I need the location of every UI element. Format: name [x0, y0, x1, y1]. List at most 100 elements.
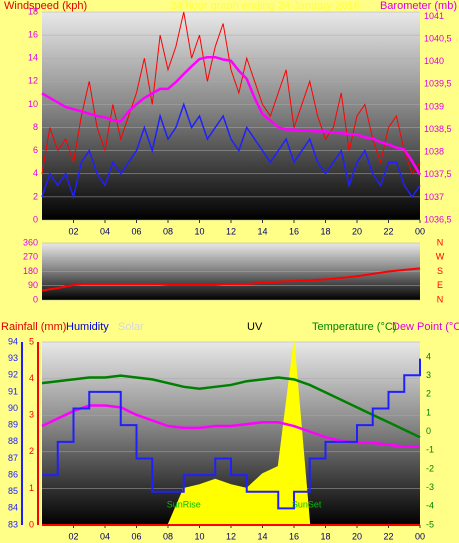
x-tick-label: 10: [194, 226, 204, 236]
annotation: SunSet: [292, 499, 322, 509]
tick-label: 1038,5: [424, 124, 452, 134]
tick-label: 1038: [424, 147, 444, 157]
tick-label: 12: [28, 76, 38, 86]
tick-label: S: [437, 266, 443, 276]
x-tick-label: 00: [415, 531, 425, 541]
tick-label: -1: [426, 445, 434, 455]
tick-label: 5: [29, 336, 34, 346]
tick-label: 1037,5: [424, 169, 452, 179]
x-tick-label: 06: [131, 531, 141, 541]
x-tick-label: 08: [163, 531, 173, 541]
tick-label: 1: [29, 483, 34, 493]
line: [41, 267, 421, 292]
baro-label: Barometer (mb): [380, 0, 457, 12]
tick-label: N: [437, 294, 444, 304]
tick-label: 2: [426, 389, 431, 399]
x-tick-label: 22: [383, 226, 393, 236]
chart-title: 24 hour graph ending 24 January 2016: [170, 0, 360, 12]
x-tick-label: 14: [257, 226, 267, 236]
tick-label: 4: [29, 373, 34, 383]
x-tick-label: 18: [320, 226, 330, 236]
tick-label: 14: [28, 53, 38, 63]
tick-label: -3: [426, 482, 434, 492]
tick-label: 270: [23, 252, 38, 262]
x-tick-label: 12: [226, 226, 236, 236]
x-tick-label: 12: [226, 531, 236, 541]
tick-label: 6: [33, 145, 38, 155]
x-tick-label: 08: [163, 226, 173, 236]
tick-label: -4: [426, 501, 434, 511]
tick-label: 2: [33, 191, 38, 201]
annotation: SunRise: [167, 499, 201, 509]
tick-label: 85: [8, 486, 18, 496]
x-tick-label: 14: [257, 531, 267, 541]
x-tick-label: 16: [289, 531, 299, 541]
tick-label: 1037: [424, 192, 444, 202]
wind-label: Windspeed (kph): [4, 0, 87, 12]
dewpoint-label: Dew Point (°C: [392, 321, 459, 333]
x-tick-label: 02: [68, 226, 78, 236]
tick-label: 8: [33, 122, 38, 132]
x-tick-label: 04: [100, 531, 110, 541]
tick-label: 83: [8, 519, 18, 529]
x-tick-label: 20: [352, 531, 362, 541]
tick-label: 10: [28, 99, 38, 109]
humidity-label: Humidity: [66, 321, 109, 333]
rain-label: Rainfall (mm): [1, 321, 66, 333]
tick-label: 3: [426, 370, 431, 380]
solar-label: Solar: [118, 321, 144, 333]
tick-label: 94: [8, 336, 18, 346]
tick-label: E: [437, 280, 443, 290]
tick-label: 89: [8, 420, 18, 430]
uv-label: UV: [247, 321, 263, 333]
tick-label: 360: [23, 237, 38, 247]
tick-label: 0: [426, 426, 431, 436]
tick-label: 1: [426, 407, 431, 417]
line: [41, 11, 421, 175]
x-tick-label: 18: [320, 531, 330, 541]
temperature-label: Temperature (°C): [312, 321, 396, 333]
tick-label: 2: [29, 446, 34, 456]
tick-label: 84: [8, 503, 18, 513]
line: [41, 102, 421, 200]
tick-label: 1040: [424, 56, 444, 66]
tick-label: 16: [28, 29, 38, 39]
tick-label: 88: [8, 436, 18, 446]
tick-label: 1039: [424, 101, 444, 111]
tick-label: 1041: [424, 11, 444, 21]
tick-label: 0: [29, 519, 34, 529]
x-tick-label: 20: [352, 226, 362, 236]
tick-label: 1036,5: [424, 214, 452, 224]
x-tick-label: 04: [100, 226, 110, 236]
line: [41, 374, 421, 439]
tick-label: 92: [8, 370, 18, 380]
tick-label: 93: [8, 353, 18, 363]
tick-label: 180: [23, 266, 38, 276]
tick-label: -2: [426, 463, 434, 473]
tick-label: W: [436, 252, 445, 262]
tick-label: N: [437, 237, 444, 247]
tick-label: 1039,5: [424, 79, 452, 89]
tick-label: 1040,5: [424, 34, 452, 44]
x-tick-label: 02: [68, 531, 78, 541]
tick-label: 91: [8, 386, 18, 396]
tick-label: 4: [426, 351, 431, 361]
x-tick-label: 00: [415, 226, 425, 236]
tick-label: 18: [28, 6, 38, 16]
line: [41, 55, 422, 176]
tick-label: 90: [8, 403, 18, 413]
step-line: [42, 358, 421, 510]
tick-label: 3: [29, 410, 34, 420]
line: [41, 404, 420, 448]
tick-label: 0: [33, 294, 38, 304]
x-tick-label: 10: [194, 531, 204, 541]
tick-label: 4: [33, 168, 38, 178]
tick-label: -5: [426, 519, 434, 529]
x-tick-label: 22: [383, 531, 393, 541]
tick-label: 90: [28, 280, 38, 290]
tick-label: 0: [33, 214, 38, 224]
x-tick-label: 06: [131, 226, 141, 236]
x-tick-label: 16: [289, 226, 299, 236]
tick-label: 87: [8, 453, 18, 463]
